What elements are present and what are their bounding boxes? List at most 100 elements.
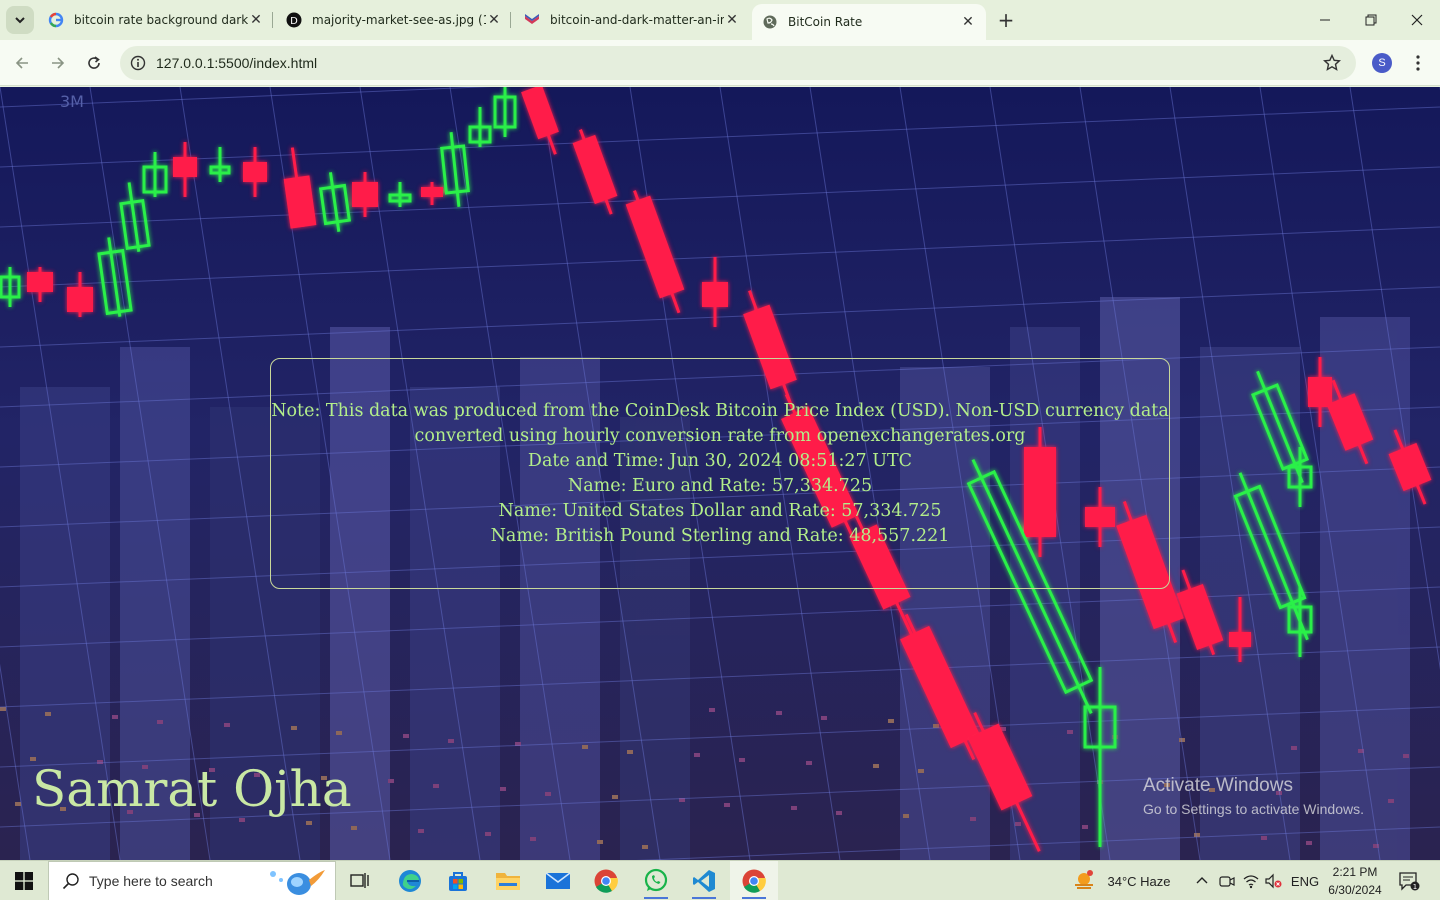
grid-line	[359, 87, 481, 860]
city-light	[582, 745, 588, 749]
tab-bitcoin-search[interactable]: bitcoin rate background dark - ✕	[38, 6, 274, 34]
page-viewport: 3M Note: This data was produced from the…	[0, 87, 1440, 860]
address-bar[interactable]: 127.0.0.1:5500/index.html	[120, 46, 1356, 80]
minimize-button[interactable]	[1302, 0, 1348, 40]
weather-text[interactable]: 34°C Haze	[1107, 873, 1171, 889]
close-tab-icon[interactable]: ✕	[962, 14, 974, 30]
notification-center-button[interactable]: 1	[1394, 861, 1424, 900]
city-light	[1082, 825, 1088, 829]
meet-now-button[interactable]	[1216, 861, 1238, 900]
store-taskbar-button[interactable]	[434, 861, 482, 900]
city-light	[448, 739, 454, 743]
city-light	[791, 806, 797, 810]
city-light	[336, 731, 342, 735]
grid-line	[1169, 87, 1291, 860]
city-light	[888, 719, 894, 723]
green-candle	[318, 172, 352, 232]
close-icon	[1411, 14, 1423, 26]
whatsapp-taskbar-button[interactable]	[632, 861, 680, 900]
bookmark-star-icon[interactable]	[1322, 53, 1342, 73]
network-button[interactable]	[1240, 861, 1262, 900]
close-tab-icon[interactable]: ✕	[726, 12, 738, 28]
profile-avatar[interactable]: S	[1372, 53, 1392, 73]
city-light	[515, 742, 521, 746]
tab-bitcoin-dark-matter[interactable]: bitcoin-and-dark-matter-an-int ✕	[514, 6, 750, 34]
city-light	[1067, 730, 1073, 734]
show-hidden-icons-button[interactable]	[1190, 861, 1214, 900]
browser-tab-bar: bitcoin rate background dark - ✕ D major…	[0, 0, 1440, 40]
green-candle	[1251, 370, 1309, 484]
tab-majority-market-image[interactable]: D majority-market-see-as.jpg (10 ✕	[276, 6, 512, 34]
red-candle	[421, 182, 443, 205]
windows-logo-icon	[15, 872, 33, 890]
red-candle	[1176, 569, 1224, 656]
city-light	[627, 750, 633, 754]
browser-menu-button[interactable]	[1406, 49, 1430, 77]
city-light	[157, 720, 163, 724]
clock[interactable]: 2:21 PM 6/30/2024	[1318, 863, 1392, 899]
task-view-button[interactable]	[336, 861, 384, 900]
grid-line	[0, 226, 1440, 288]
wifi-icon	[1243, 875, 1259, 889]
edge-icon	[399, 870, 421, 892]
url-text: 127.0.0.1:5500/index.html	[156, 55, 318, 71]
file-explorer-taskbar-button[interactable]	[484, 861, 532, 900]
close-window-button[interactable]	[1394, 0, 1440, 40]
city-light	[970, 817, 976, 821]
candlestick-background-image: 3M	[0, 87, 1440, 860]
city-light	[694, 753, 700, 757]
chrome-active-taskbar-button[interactable]	[730, 861, 778, 900]
green-candle	[97, 237, 133, 317]
whatsapp-icon	[644, 868, 668, 892]
start-button[interactable]	[0, 861, 48, 900]
weather-button[interactable]	[1068, 861, 1100, 900]
city-light	[485, 832, 491, 836]
red-candle	[521, 87, 559, 155]
windows-taskbar: Type here to search 34°C Haze	[0, 860, 1440, 900]
back-button[interactable]	[8, 49, 36, 77]
mail-taskbar-button[interactable]	[534, 861, 582, 900]
tab-bitcoin-rate[interactable]: BitCoin Rate ✕	[752, 4, 986, 40]
restore-button[interactable]	[1348, 0, 1394, 40]
grid-line	[0, 87, 121, 860]
edge-taskbar-button[interactable]	[386, 861, 434, 900]
restore-icon	[1365, 14, 1377, 26]
arrow-left-icon	[15, 57, 28, 69]
city-light	[97, 760, 103, 764]
city-light	[239, 818, 245, 822]
chrome-taskbar-button[interactable]	[582, 861, 630, 900]
activate-windows-title: Activate Windows	[1143, 775, 1293, 796]
site-flag-icon	[524, 12, 540, 28]
vscode-taskbar-button[interactable]	[680, 861, 728, 900]
taskbar-search-box[interactable]: Type here to search	[48, 861, 336, 900]
forward-button[interactable]	[44, 49, 72, 77]
volume-button[interactable]	[1262, 861, 1284, 900]
city-light	[15, 802, 21, 806]
new-tab-button[interactable]: +	[997, 8, 1015, 32]
tab-search-button[interactable]	[6, 6, 34, 34]
city-light	[1388, 799, 1394, 803]
city-light	[933, 724, 939, 728]
red-candle	[352, 172, 378, 217]
green-candle	[493, 87, 517, 137]
gbp-rate-line: Name: British Pound Sterling and Rate: 4…	[490, 526, 950, 546]
close-tab-icon[interactable]: ✕	[488, 12, 500, 28]
city-light	[776, 711, 782, 715]
city-light	[418, 829, 424, 833]
search-placeholder: Type here to search	[89, 873, 213, 889]
grid-line	[0, 526, 1440, 588]
grid-line	[0, 106, 1440, 168]
site-info-icon[interactable]	[128, 53, 148, 73]
city-light	[1000, 727, 1006, 731]
reload-button[interactable]	[80, 49, 108, 77]
conversion-source-line: converted using hourly conversion rate f…	[414, 426, 1026, 446]
language-indicator[interactable]: ENG	[1290, 873, 1320, 889]
building-shape	[900, 367, 990, 860]
grid-line	[449, 87, 571, 860]
chrome-icon	[594, 869, 618, 893]
clock-date: 6/30/2024	[1328, 883, 1382, 897]
task-view-icon	[350, 873, 369, 888]
city-light	[1291, 746, 1297, 750]
close-tab-icon[interactable]: ✕	[250, 12, 262, 28]
green-candle	[440, 132, 470, 207]
